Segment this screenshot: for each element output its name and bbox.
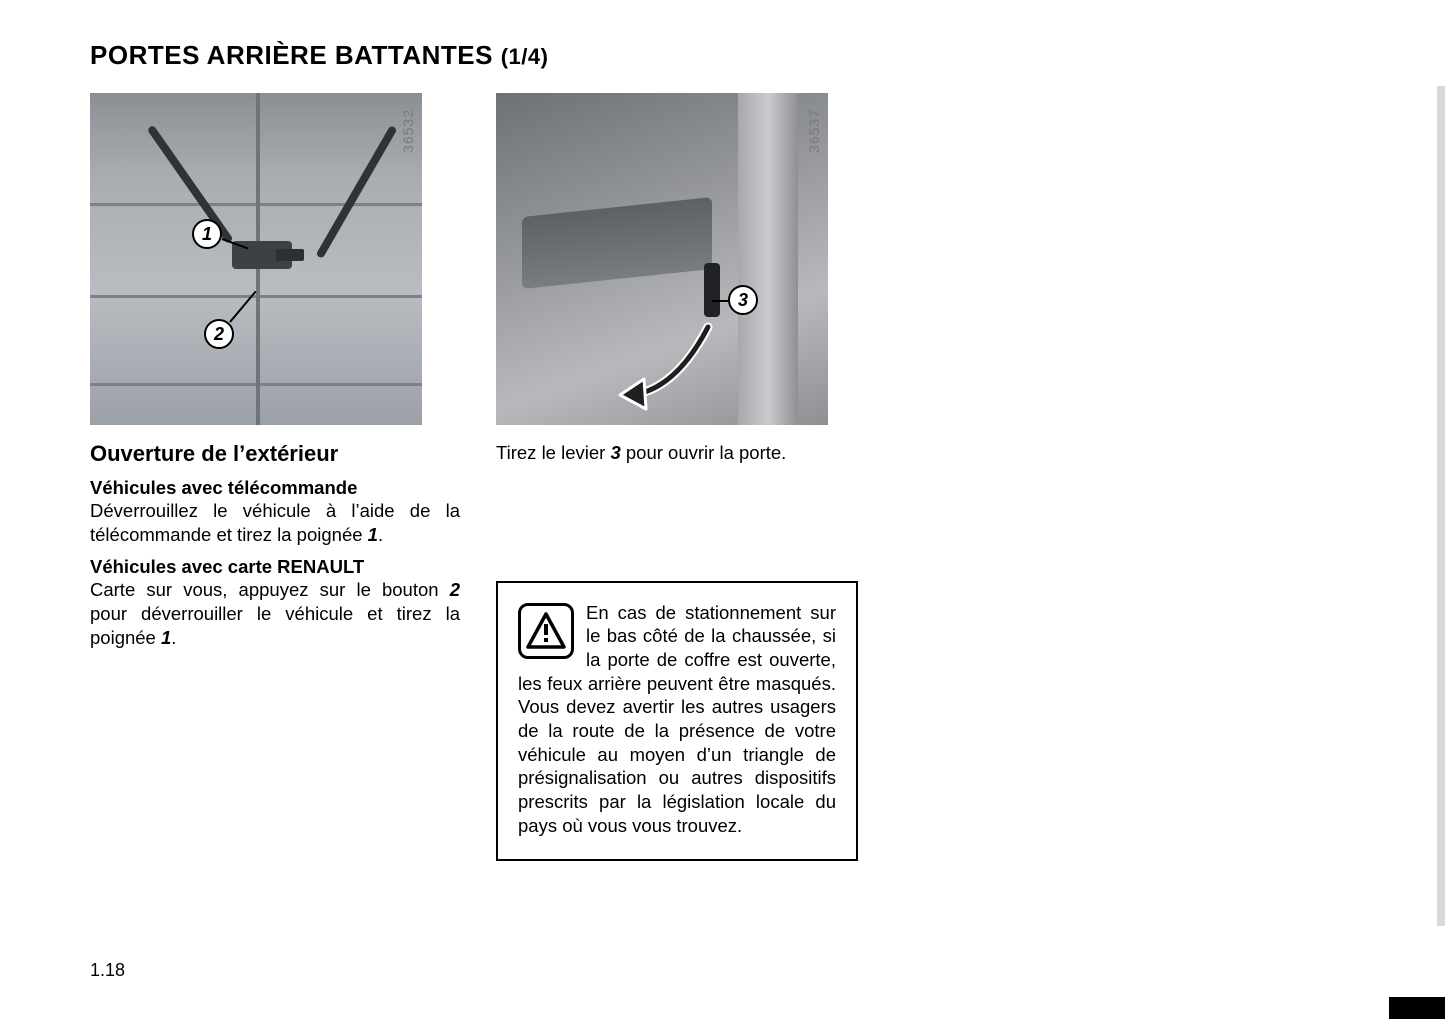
text-fragment: pour déverrouiller le véhicule et tirez … <box>90 603 460 648</box>
reference-number: 2 <box>450 579 460 600</box>
text-fragment: Déverrouillez le véhicule à l’aide de la… <box>90 500 460 545</box>
subsection-heading: Véhicules avec carte RENAULT <box>90 556 460 578</box>
callout-1: 1 <box>192 219 222 249</box>
reference-number: 3 <box>610 442 620 463</box>
warning-box: En cas de stationnement sur le bas côté … <box>496 581 858 862</box>
warning-icon <box>518 603 574 659</box>
text-fragment: pour ouvrir la porte. <box>621 442 787 463</box>
image-code: 36532 <box>400 109 416 153</box>
body-text: Déverrouillez le véhicule à l’aide de la… <box>90 499 460 546</box>
figure-1: 1 2 36532 <box>90 93 422 425</box>
callout-label: 3 <box>738 290 748 311</box>
content-columns: 1 2 36532 Ouverture de l’extérieur Véhic… <box>90 93 1355 861</box>
wiper-icon <box>147 125 234 244</box>
body-text: Carte sur vous, appuyez sur le bouton 2 … <box>90 578 460 649</box>
corner-crop-mark <box>1389 997 1445 1019</box>
reference-number: 1 <box>161 627 171 648</box>
page-title: PORTES ARRIÈRE BATTANTES (1/4) <box>90 40 1355 71</box>
figure-2: 3 36537 <box>496 93 828 425</box>
side-tab-strip <box>1437 86 1445 926</box>
figure-caption: Tirez le levier 3 pour ouvrir la porte. <box>496 441 866 465</box>
title-main: PORTES ARRIÈRE BATTANTES <box>90 40 501 70</box>
callout-label: 1 <box>202 224 212 245</box>
text-fragment: Tirez le levier <box>496 442 610 463</box>
callout-3: 3 <box>728 285 758 315</box>
lever-icon <box>704 263 720 317</box>
column-middle: 3 36537 Tirez le levier 3 pour ouvrir la… <box>496 93 866 861</box>
wiper-icon <box>316 125 398 259</box>
page-number: 1.18 <box>90 960 125 981</box>
pillar-icon <box>738 93 798 425</box>
column-left: 1 2 36532 Ouverture de l’extérieur Véhic… <box>90 93 460 861</box>
title-suffix: (1/4) <box>501 44 549 69</box>
text-fragment: . <box>171 627 176 648</box>
pull-arrow-icon <box>616 321 726 411</box>
column-right-margin <box>902 93 922 861</box>
text-fragment: Carte sur vous, appuyez sur le bouton <box>90 579 450 600</box>
manual-page: PORTES ARRIÈRE BATTANTES (1/4) 1 2 <box>0 0 1445 1019</box>
reference-number: 1 <box>368 524 378 545</box>
section-heading: Ouverture de l’extérieur <box>90 441 460 467</box>
callout-2: 2 <box>204 319 234 349</box>
subsection-heading: Véhicules avec télécommande <box>90 477 460 499</box>
callout-label: 2 <box>214 324 224 345</box>
text-fragment: . <box>378 524 383 545</box>
image-code: 36537 <box>806 109 822 153</box>
